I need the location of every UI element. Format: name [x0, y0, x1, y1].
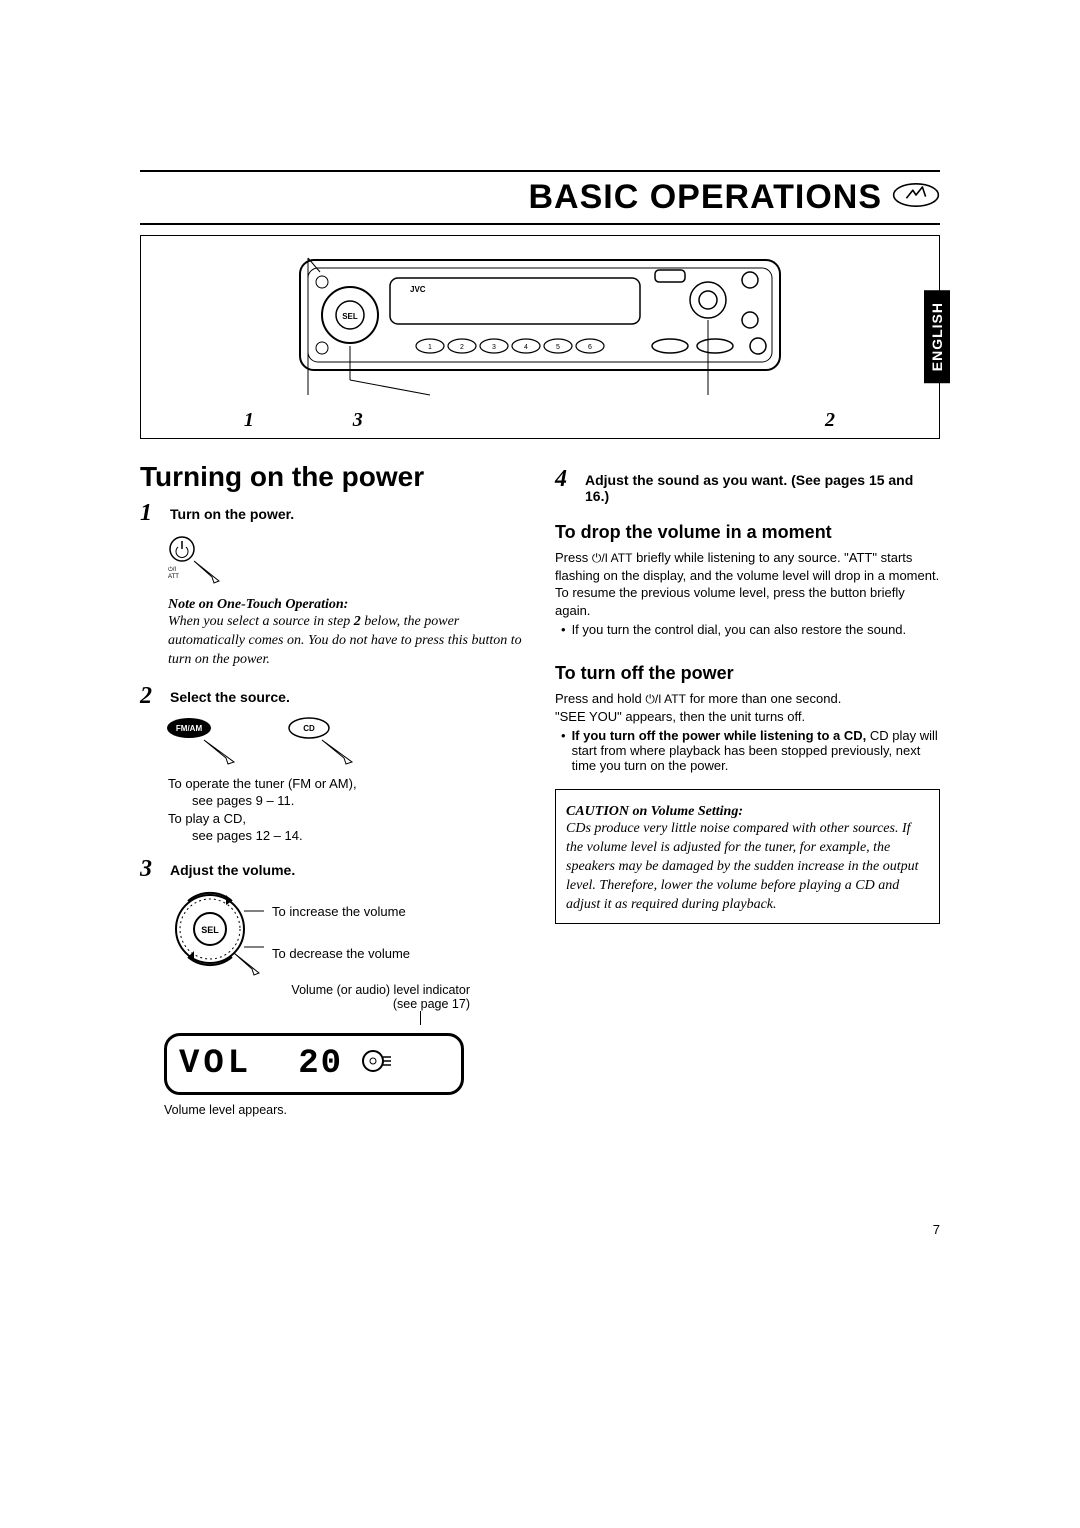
vol-value: 20 [298, 1047, 343, 1081]
off-p2: "SEE YOU" appears, then the unit turns o… [555, 708, 940, 726]
top-rule [140, 170, 940, 172]
volume-dial-illustration: SEL To increase the volume To decrease t… [164, 883, 525, 983]
step-2: 2 Select the source. [140, 684, 525, 708]
off-bullet: If you turn off the power while listenin… [561, 728, 940, 773]
heading-turn-off: To turn off the power [555, 663, 940, 684]
step-3: 3 Adjust the volume. [140, 857, 525, 881]
car-stereo-illustration: SEL JVC 1 2 3 4 5 6 [260, 250, 820, 400]
vol-text: VOL [179, 1047, 252, 1081]
language-tab: ENGLISH [924, 290, 950, 383]
power-att-icon: ⏻/I ATT [645, 692, 686, 706]
section-header: BASIC OPERATIONS [140, 178, 940, 225]
svg-text:2: 2 [460, 344, 464, 351]
caution-body: CDs produce very little noise compared w… [566, 820, 929, 914]
disc-icon [359, 1049, 393, 1078]
right-column: 4 Adjust the sound as you want. (See pag… [555, 461, 940, 1117]
svg-text:ATT: ATT [168, 574, 179, 580]
device-figure: SEL JVC 1 2 3 4 5 6 [140, 235, 940, 439]
heading-turning-on: Turning on the power [140, 461, 525, 493]
svg-text:FM/AM: FM/AM [176, 724, 203, 733]
content-columns: Turning on the power 1 Turn on the power… [140, 461, 940, 1117]
note-title: Note on One-Touch Operation: [168, 597, 525, 613]
step-2-label: Select the source. [170, 689, 290, 705]
drop-p2: To resume the previous volume level, pre… [555, 584, 940, 619]
leader-line [420, 1011, 421, 1025]
source-buttons-illustration: FM/AM CD [164, 714, 525, 769]
vol-appears-caption: Volume level appears. [164, 1103, 525, 1117]
step-4: 4 Adjust the sound as you want. (See pag… [555, 467, 940, 504]
svg-text:3: 3 [492, 344, 496, 351]
step-3-label: Adjust the volume. [170, 862, 295, 878]
svg-text:1: 1 [428, 344, 432, 351]
step-1-num: 1 [140, 501, 160, 525]
callout-2: 2 [597, 409, 895, 432]
off-p1: Press and hold ⏻/I ATT for more than one… [555, 690, 940, 708]
step-2-body: To operate the tuner (FM or AM), see pag… [168, 775, 525, 845]
callout-1: 1 [185, 409, 313, 432]
power-att-icon: ⏻/I ATT [592, 551, 633, 565]
svg-text:JVC: JVC [410, 285, 426, 294]
section-title: BASIC OPERATIONS [528, 178, 882, 217]
step-1-label: Turn on the power. [170, 506, 294, 522]
svg-text:5: 5 [556, 344, 560, 351]
caution-title: CAUTION on Volume Setting: [566, 804, 929, 820]
indicator-caption: Volume (or audio) level indicator (see p… [160, 983, 470, 1011]
drop-p1: Press ⏻/I ATT briefly while listening to… [555, 549, 940, 584]
step-4-label: Adjust the sound as you want. (See pages… [585, 472, 940, 504]
step-4-num: 4 [555, 467, 575, 491]
power-button-illustration: ⏻/I ATT [164, 531, 525, 591]
page-number: 7 [933, 1222, 940, 1237]
one-touch-note: Note on One-Touch Operation: When you se… [168, 597, 525, 670]
svg-text:4: 4 [524, 344, 528, 351]
callout-3: 3 [313, 409, 597, 432]
note-body: When you select a source in step 2 below… [168, 613, 525, 670]
increase-label: To increase the volume [272, 903, 410, 921]
drop-bullet: If you turn the control dial, you can al… [561, 622, 940, 637]
caution-box: CAUTION on Volume Setting: CDs produce v… [555, 789, 940, 923]
hand-icon [892, 179, 940, 216]
step-2-num: 2 [140, 684, 160, 708]
svg-text:6: 6 [588, 344, 592, 351]
heading-drop-volume: To drop the volume in a moment [555, 522, 940, 543]
svg-text:CD: CD [303, 724, 315, 733]
svg-text:⏻/I: ⏻/I [168, 566, 176, 573]
svg-text:SEL: SEL [201, 925, 219, 935]
volume-lcd-display: VOL 20 [164, 1033, 464, 1095]
svg-text:SEL: SEL [342, 312, 358, 321]
left-column: Turning on the power 1 Turn on the power… [140, 461, 525, 1117]
volume-labels: To increase the volume To decrease the v… [272, 903, 410, 962]
figure-callouts: 1 3 2 [155, 409, 925, 432]
step-1: 1 Turn on the power. [140, 501, 525, 525]
manual-page: BASIC OPERATIONS ENGLISH SEL JVC 1 [140, 170, 940, 1117]
decrease-label: To decrease the volume [272, 945, 410, 963]
step-3-num: 3 [140, 857, 160, 881]
